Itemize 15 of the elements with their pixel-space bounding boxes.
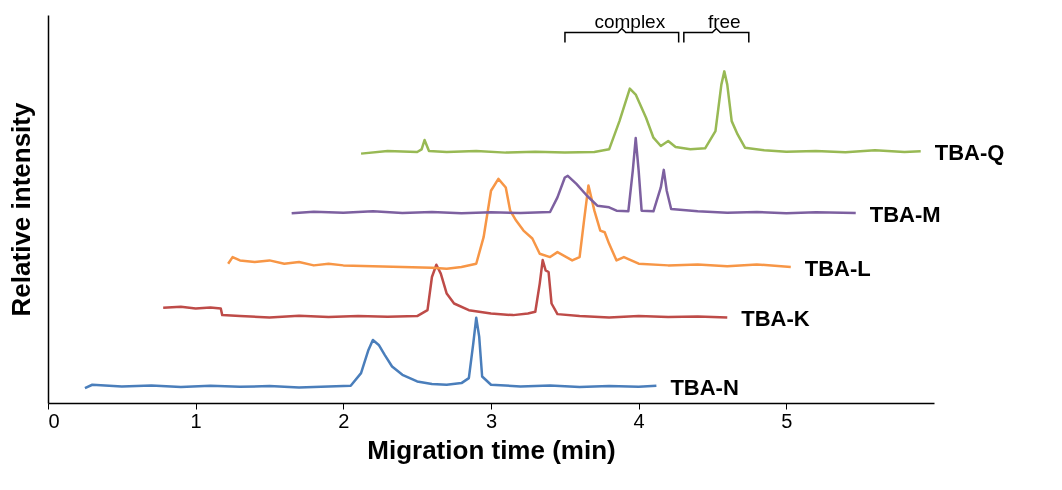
y-axis-title: Relative intensity: [5, 102, 36, 317]
series-label: TBA-N: [670, 374, 739, 400]
text: free: [707, 10, 741, 32]
x-tick-label: 5: [781, 409, 793, 432]
x-tick-label: 4: [633, 409, 645, 432]
x-tick-label: 2: [338, 409, 350, 432]
x-tick-label: 1: [190, 409, 202, 432]
x-tick-label: 0: [48, 409, 60, 432]
x-axis-title: Migration time (min): [367, 434, 616, 465]
text: complex: [594, 10, 666, 32]
series-label: TBA-L: [804, 256, 871, 282]
series-label: TBA-Q: [934, 140, 1005, 166]
x-tick-label: 3: [485, 409, 498, 432]
series-label: TBA-K: [741, 306, 810, 332]
series-label: TBA-M: [869, 201, 941, 227]
